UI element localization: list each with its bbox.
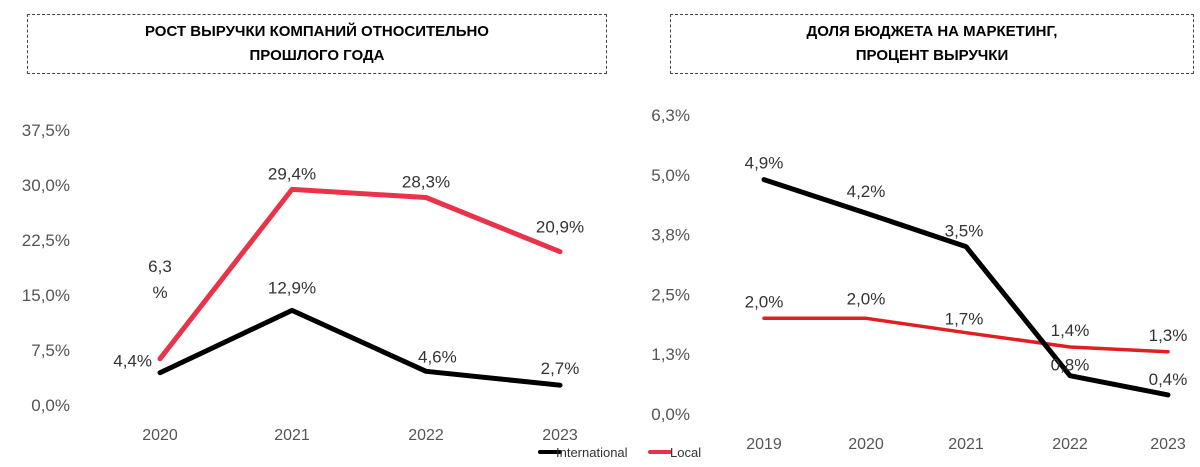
marketing-share-data-label-line: 2,0% <box>847 289 886 308</box>
revenue-growth-y-tick-label: 7,5% <box>31 341 70 360</box>
revenue-growth-series-line-international <box>157 307 563 388</box>
revenue-growth-data-label-international: 12,9% <box>268 278 316 297</box>
marketing-share-y-tick-label: 3,8% <box>651 226 690 245</box>
marketing-share-data-label-international: 4,9% <box>745 154 784 173</box>
right-chart-title-line-1: ДОЛЯ БЮДЖЕТА НА МАРКЕТИНГ, <box>806 23 1058 40</box>
right-chart-title-line-2: ПРОЦЕНТ ВЫРУЧКИ <box>855 47 1009 64</box>
revenue-growth-y-tick-label: 15,0% <box>22 286 70 305</box>
marketing-share-data-label-line: 0,4% <box>1149 370 1188 389</box>
revenue-growth-x-tick-label: 2023 <box>542 427 578 444</box>
left-chart-title-line-1: РОСТ ВЫРУЧКИ КОМПАНИЙ ОТНОСИТЕЛЬНО <box>145 23 489 40</box>
revenue-growth-data-label-line: 28,3% <box>402 172 450 191</box>
marketing-share-data-label-international: 3,5% <box>945 222 984 241</box>
marketing-share-x-tick-label: 2023 <box>1150 436 1186 453</box>
left-chart-title-box: РОСТ ВЫРУЧКИ КОМПАНИЙ ОТНОСИТЕЛЬНО ПРОШЛ… <box>27 14 607 74</box>
marketing-share-data-label-line: 1,3% <box>1149 326 1188 345</box>
marketing-share-y-tick-label: 1,3% <box>651 345 690 364</box>
revenue-growth-y-tick-label: 0,0% <box>31 396 70 415</box>
revenue-growth-y-tick-label: 37,5% <box>22 121 70 140</box>
marketing-share-x-tick-label: 2021 <box>948 436 984 453</box>
revenue-growth-data-label-line: % <box>152 283 167 302</box>
marketing-share-x-tick-label: 2019 <box>746 436 782 453</box>
marketing-share-y-tick-label: 2,5% <box>651 285 690 304</box>
legend-label-international: International <box>556 445 628 460</box>
revenue-growth-data-label-line: 6,3 <box>148 257 172 276</box>
marketing-share-data-label-local: 1,3% <box>1149 326 1188 345</box>
marketing-share-data-label-line: 0,8% <box>1051 356 1090 375</box>
marketing-share-data-label-international: 0,8% <box>1051 356 1090 375</box>
revenue-growth-data-label-line: 29,4% <box>268 164 316 183</box>
marketing-share-data-label-local: 2,0% <box>847 289 886 308</box>
revenue-growth-series-line-local <box>157 186 563 362</box>
legend-label-local: Local <box>670 445 701 460</box>
marketing-share-data-label-local: 1,4% <box>1051 321 1090 340</box>
marketing-share-data-label-local: 2,0% <box>745 292 784 311</box>
marketing-share-data-label-international: 0,4% <box>1149 370 1188 389</box>
marketing-share-data-label-international: 4,2% <box>847 182 886 201</box>
revenue-growth-data-label-local: 20,9% <box>536 218 584 237</box>
revenue-growth-data-label-line: 4,6% <box>418 347 457 366</box>
marketing-share-data-label-line: 4,9% <box>745 154 784 173</box>
marketing-share-data-label-line: 2,0% <box>745 292 784 311</box>
revenue-growth-data-label-line: 20,9% <box>536 218 584 237</box>
revenue-growth-data-label-local: 29,4% <box>268 164 316 183</box>
revenue-growth-y-tick-label: 30,0% <box>22 176 70 195</box>
revenue-growth-x-tick-label: 2020 <box>142 427 178 444</box>
revenue-growth-data-label-local: 6,3% <box>148 257 172 302</box>
marketing-share-data-label-line: 3,5% <box>945 222 984 241</box>
marketing-share-series-line-local <box>762 316 1170 354</box>
revenue-growth-data-label-line: 4,4% <box>113 352 152 371</box>
revenue-growth-x-tick-label: 2022 <box>408 427 444 444</box>
marketing-share-x-tick-label: 2020 <box>848 436 884 453</box>
marketing-share-series-line-international <box>761 177 1171 398</box>
marketing-share-x-tick-label: 2022 <box>1052 436 1088 453</box>
revenue-growth-data-label-international: 2,7% <box>541 359 580 378</box>
marketing-share-data-label-line: 4,2% <box>847 182 886 201</box>
revenue-growth-data-label-international: 4,4% <box>113 352 152 371</box>
revenue-growth-x-tick-label: 2021 <box>274 427 310 444</box>
revenue-growth-data-label-international: 4,6% <box>418 347 457 366</box>
revenue-growth-data-label-line: 12,9% <box>268 278 316 297</box>
marketing-share-data-label-line: 1,4% <box>1051 321 1090 340</box>
marketing-share-data-label-local: 1,7% <box>945 310 984 329</box>
right-chart-title-box: ДОЛЯ БЮДЖЕТА НА МАРКЕТИНГ, ПРОЦЕНТ ВЫРУЧ… <box>670 14 1194 74</box>
revenue-growth-data-label-local: 28,3% <box>402 172 450 191</box>
left-chart-title-line-2: ПРОШЛОГО ГОДА <box>249 47 385 64</box>
revenue-growth-data-label-line: 2,7% <box>541 359 580 378</box>
marketing-share-data-label-line: 1,7% <box>945 310 984 329</box>
marketing-share-y-tick-label: 6,3% <box>651 106 690 125</box>
marketing-share-y-tick-label: 5,0% <box>651 166 690 185</box>
revenue-growth-y-tick-label: 22,5% <box>22 231 70 250</box>
marketing-share-y-tick-label: 0,0% <box>651 405 690 424</box>
